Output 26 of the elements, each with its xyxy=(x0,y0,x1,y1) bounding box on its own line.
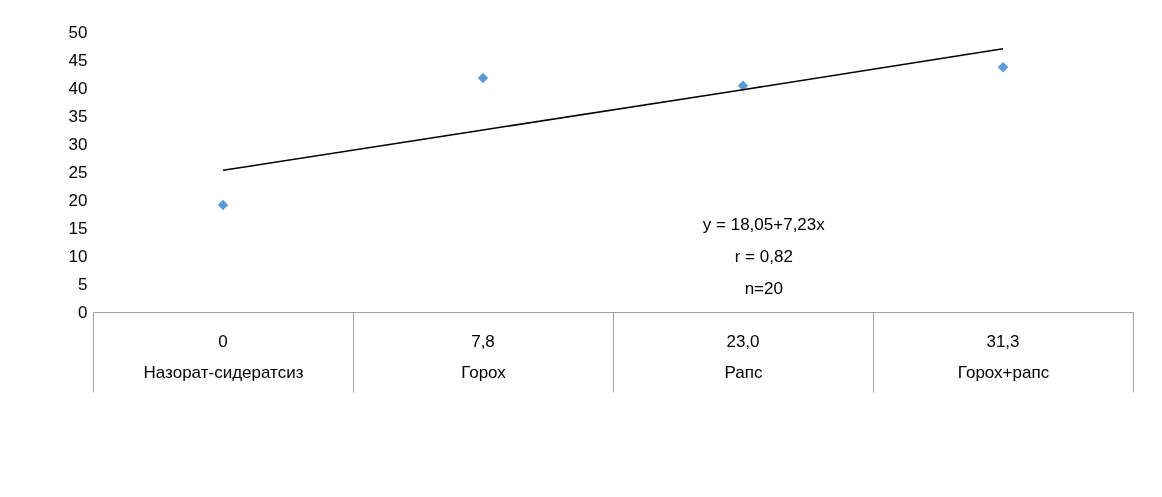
text: 7,8 xyxy=(471,332,495,351)
y-tick-label: 40 xyxy=(68,78,88,98)
annotation: n=20 xyxy=(744,279,783,298)
point xyxy=(477,72,489,84)
annotation: r = 0,82 xyxy=(734,247,793,266)
x-tick-label: Горох+рапс xyxy=(957,362,1050,382)
point xyxy=(997,62,1009,73)
point xyxy=(217,199,229,211)
y-tick-label: 35 xyxy=(68,106,88,126)
y-tick-label: 50 xyxy=(68,22,88,42)
annotation: y = 18,05+7,23x xyxy=(702,215,826,234)
x-tick-label: Горох xyxy=(461,362,507,382)
x-tick-label: Назорат-сидератсиз xyxy=(143,362,304,382)
y-tick-label: 30 xyxy=(68,134,88,154)
y-tick-label: 5 xyxy=(78,274,88,294)
text: 0 xyxy=(218,332,228,351)
y-tick-label: 15 xyxy=(68,218,88,238)
x-tick-label: Рапс xyxy=(724,362,763,382)
y-tick-label: 20 xyxy=(68,190,88,210)
y-tick-label: 45 xyxy=(68,50,88,70)
y-tick-label: 10 xyxy=(68,246,88,266)
text: 23,0 xyxy=(726,332,760,351)
line-series xyxy=(222,48,1004,172)
y-tick-label: 25 xyxy=(68,162,88,182)
text: 31,3 xyxy=(986,332,1020,351)
y-tick-label: 0 xyxy=(78,302,88,322)
